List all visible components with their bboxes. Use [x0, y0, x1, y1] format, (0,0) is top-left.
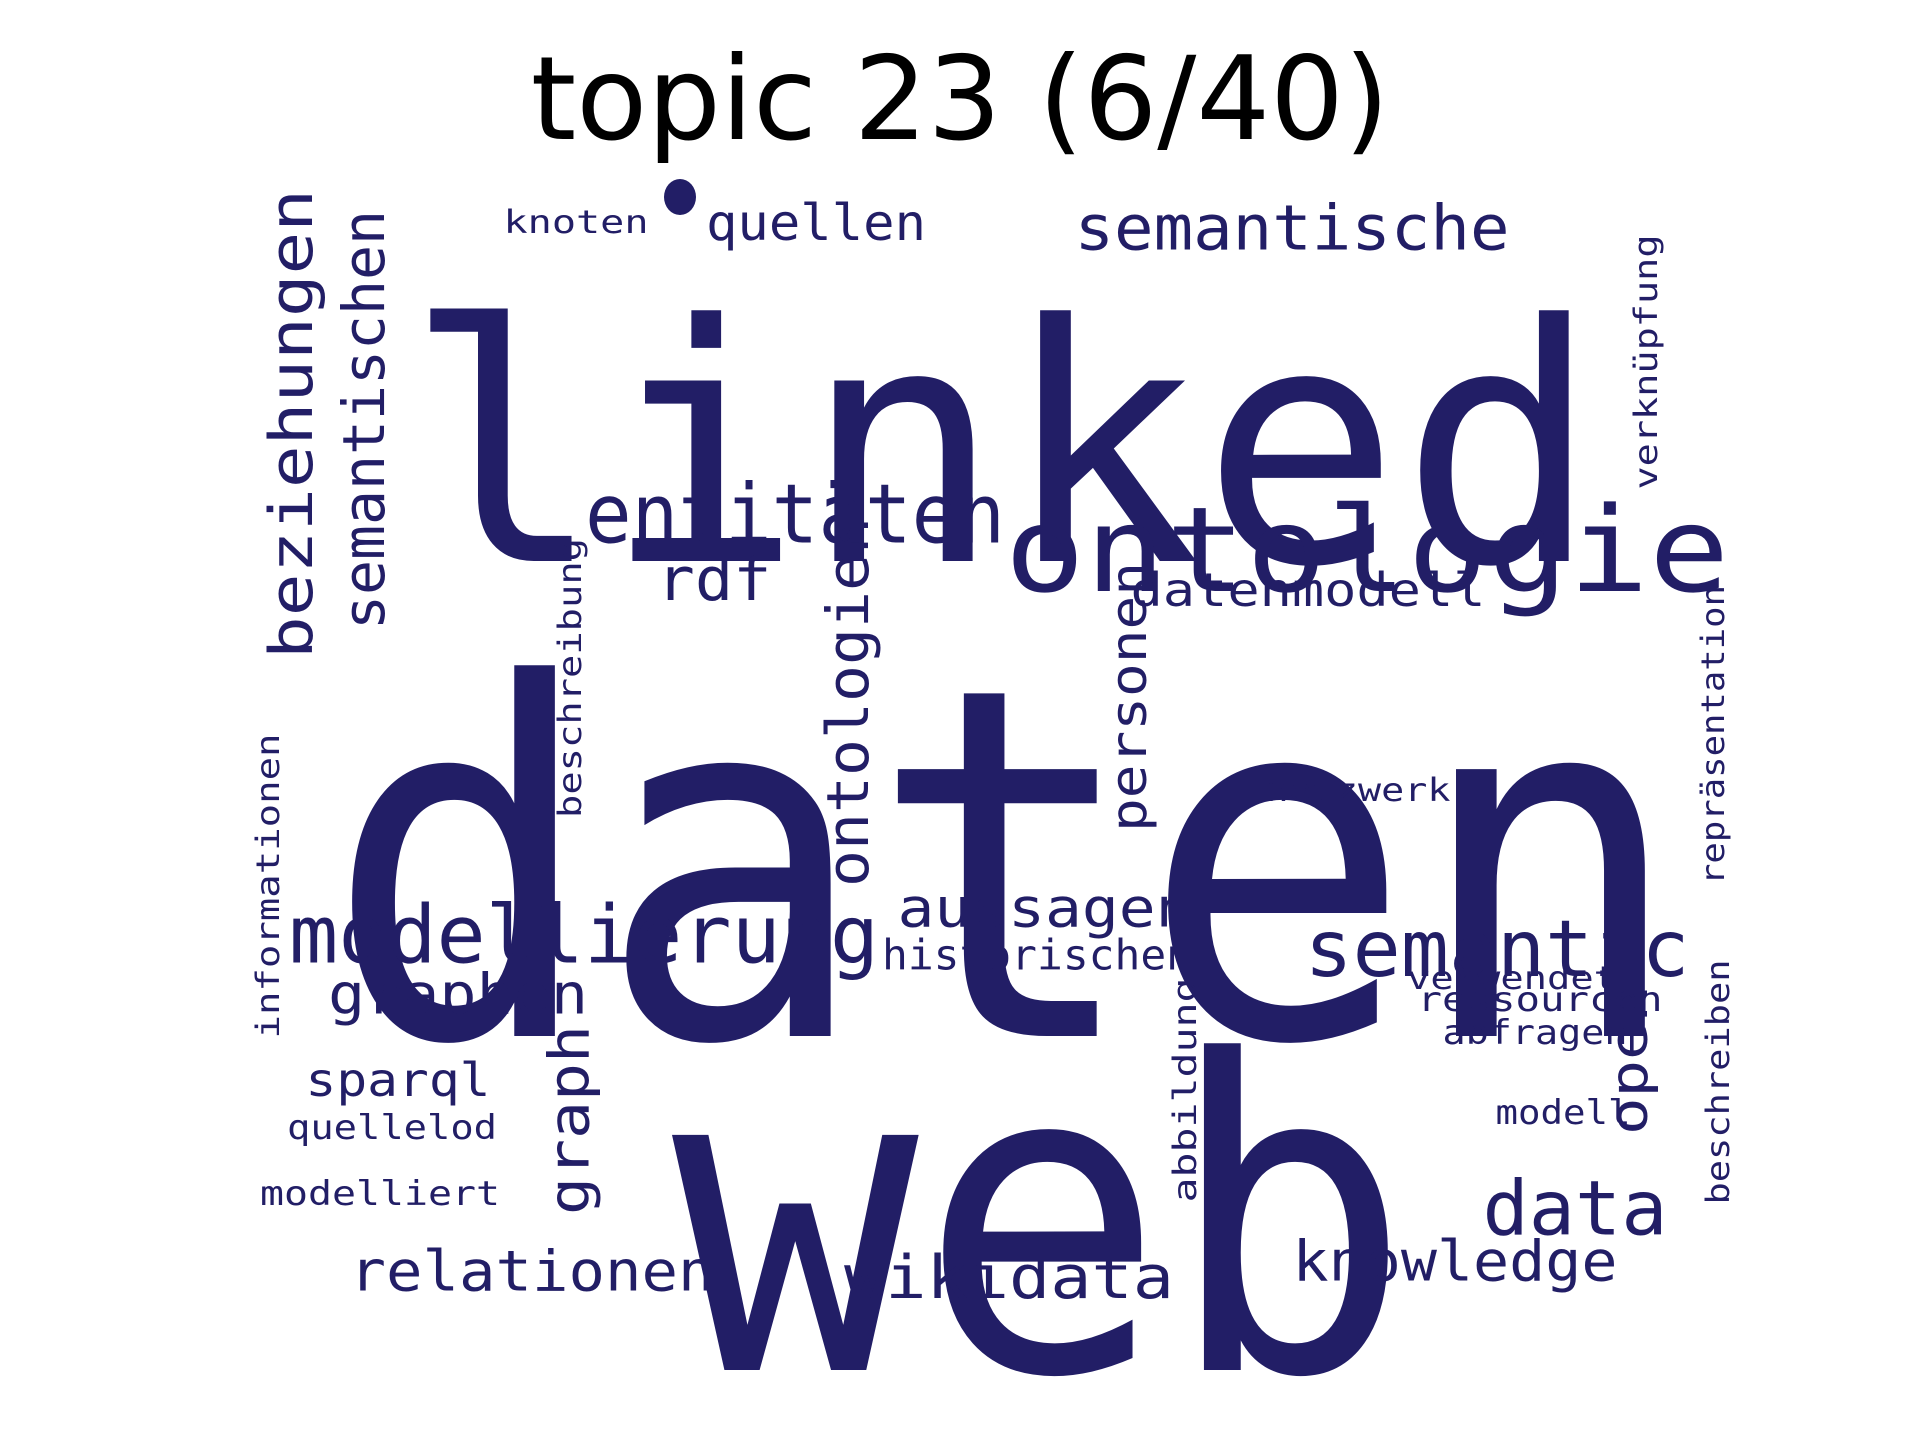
word-3: ontologie: [1005, 481, 1730, 619]
word-8: semantische: [1075, 192, 1510, 265]
word-33: quellelod: [287, 1108, 497, 1148]
word-28: informationen: [249, 734, 287, 1039]
word-31: netzwerk: [1266, 771, 1451, 809]
word-12: rdf: [657, 545, 772, 615]
word-37: abfragen: [1443, 1013, 1628, 1053]
word-35: verwendet: [1407, 959, 1617, 997]
word-5: semantic: [1305, 905, 1690, 995]
word-19: open: [1600, 985, 1660, 1135]
word-15: graphen: [328, 963, 588, 1028]
word-10: semantischen: [330, 210, 398, 630]
word-1: linked: [405, 255, 1600, 639]
word-2: web: [672, 972, 1412, 1440]
word-25: verknüpfung: [1627, 235, 1665, 490]
word-38: modell: [1496, 1093, 1631, 1133]
word-32: knoten: [504, 203, 649, 241]
word-17: relationen: [350, 1240, 715, 1305]
word-14: aussagen: [898, 877, 1193, 940]
word-6: modellierung: [289, 889, 879, 982]
word-0: daten: [325, 584, 1685, 1152]
word-11: ontologien: [814, 517, 882, 887]
word-4: entitäten: [585, 468, 1005, 563]
word-20: personen: [1100, 562, 1158, 832]
word-30: beschreiben: [1699, 960, 1737, 1205]
word-24: historischen: [882, 931, 1192, 980]
word-7: data: [1483, 1164, 1668, 1253]
word-23: sparql: [306, 1053, 491, 1107]
word-22: datenmodell: [1131, 563, 1486, 617]
dot-mark: [664, 179, 696, 215]
word-27: beschreibung: [551, 538, 589, 818]
word-16: knowledge: [1293, 1230, 1618, 1295]
word-13: wikidata: [844, 1243, 1174, 1313]
word-9: beziehungen: [257, 189, 327, 659]
word-36: ressourcen: [1418, 980, 1663, 1020]
word-26: repräsentation: [1694, 585, 1732, 885]
word-18: graph: [538, 1025, 603, 1215]
word-34: modelliert: [260, 1174, 500, 1214]
figure-title: topic 23 (6/40): [530, 32, 1390, 167]
word-29: abbildung: [1166, 978, 1204, 1203]
word-21: quellen: [706, 194, 926, 252]
